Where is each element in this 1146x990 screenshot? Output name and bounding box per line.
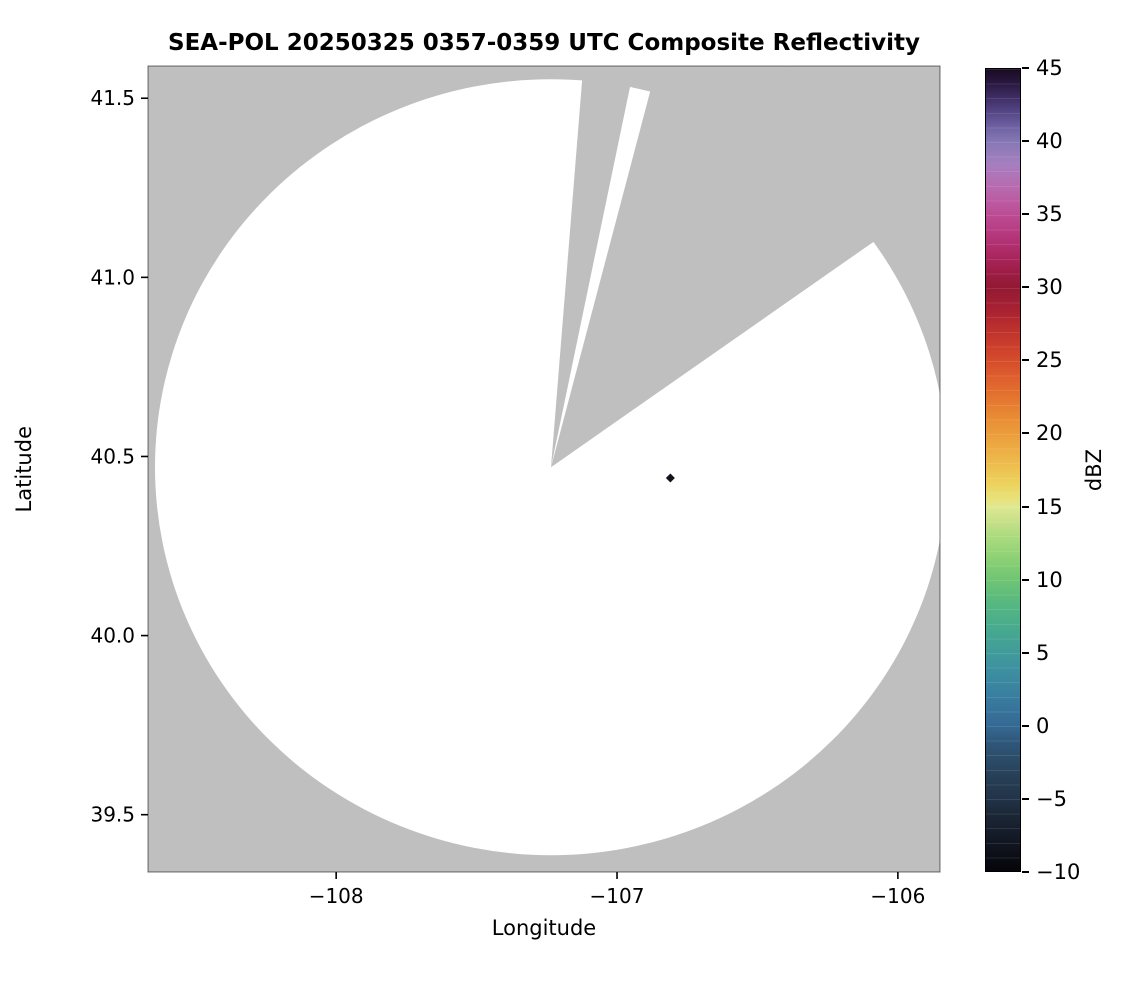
colorbar-label-wrap: dBZ bbox=[1082, 68, 1106, 872]
y-axis-label: Latitude bbox=[12, 425, 36, 513]
colorbar-tick bbox=[1022, 797, 1029, 800]
plot-border bbox=[147, 65, 941, 873]
colorbar-tick-label: 40 bbox=[1036, 129, 1063, 154]
colorbar-tick-label: 20 bbox=[1036, 421, 1063, 446]
colorbar-tick bbox=[1022, 213, 1029, 216]
colorbar-tick bbox=[1022, 140, 1029, 143]
colorbar-tick-label: 10 bbox=[1036, 567, 1063, 592]
colorbar-tick bbox=[1022, 359, 1029, 362]
chart-title: SEA-POL 20250325 0357-0359 UTC Composite… bbox=[168, 30, 920, 56]
colorbar-tick bbox=[1022, 871, 1029, 873]
colorbar-tick-label: 5 bbox=[1036, 640, 1050, 665]
x-tick-label: −107 bbox=[590, 884, 645, 908]
x-axis-label: Longitude bbox=[491, 916, 597, 940]
colorbar-tick-label: −5 bbox=[1036, 786, 1067, 811]
colorbar-tick-label: 45 bbox=[1036, 56, 1063, 80]
colorbar-tick bbox=[1022, 432, 1029, 435]
blocked-sector bbox=[551, 66, 932, 468]
x-tick-label: −106 bbox=[870, 884, 925, 908]
colorbar-tick-label: 0 bbox=[1036, 713, 1050, 738]
colorbar-gradient bbox=[985, 68, 1021, 872]
colorbar-label: dBZ bbox=[1082, 448, 1106, 492]
y-tick-label: 39.5 bbox=[90, 803, 135, 827]
y-axis-label-wrap: Latitude bbox=[12, 66, 36, 872]
blocked-sector bbox=[551, 66, 635, 468]
colorbar-tick bbox=[1022, 651, 1029, 654]
radar-echo-point bbox=[665, 473, 675, 483]
colorbar-tick-label: −10 bbox=[1036, 860, 1081, 884]
colorbar-tick-label: 30 bbox=[1036, 275, 1063, 300]
y-tick-label: 40.5 bbox=[90, 444, 135, 468]
colorbar-tick-label: 35 bbox=[1036, 202, 1063, 227]
colorbar-tick-label: 25 bbox=[1036, 348, 1063, 373]
colorbar-tick bbox=[1022, 67, 1029, 69]
colorbar-tick bbox=[1022, 724, 1029, 727]
x-tick-label: −108 bbox=[309, 884, 364, 908]
colorbar-tick bbox=[1022, 578, 1029, 581]
colorbar-tick bbox=[1022, 505, 1029, 508]
y-tick-label: 40.0 bbox=[90, 624, 135, 648]
colorbar-tick-label: 15 bbox=[1036, 494, 1063, 519]
y-tick-label: 41.5 bbox=[90, 86, 135, 110]
colorbar-tick bbox=[1022, 286, 1029, 289]
y-tick-label: 41.0 bbox=[90, 265, 135, 289]
